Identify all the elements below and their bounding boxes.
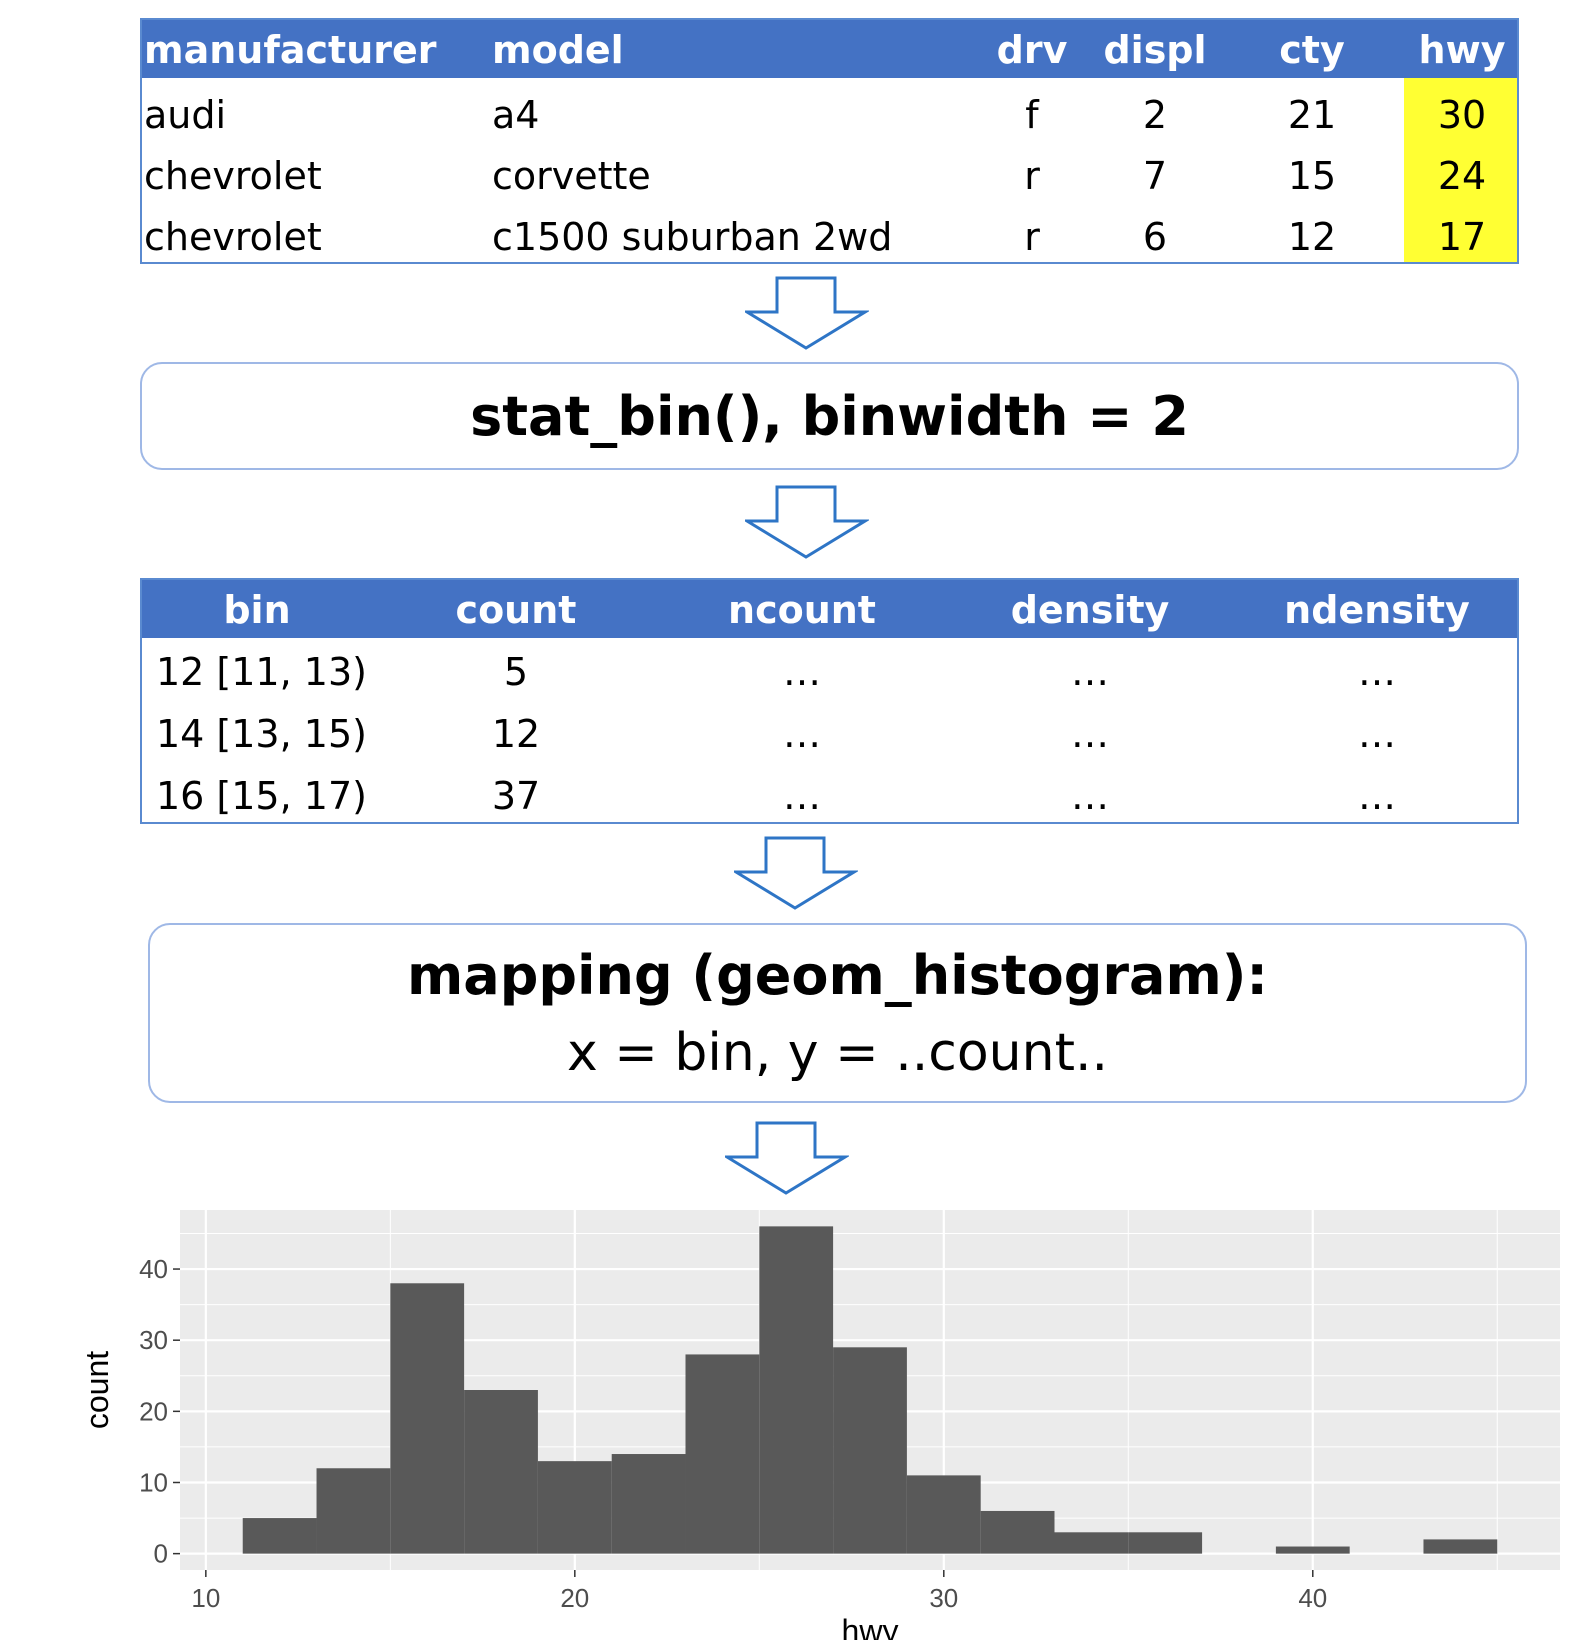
mapping-box: mapping (geom_histogram): x = bin, y = .… xyxy=(148,923,1527,1103)
table-cell: 7 xyxy=(1142,154,1168,198)
down-arrow-icon xyxy=(734,836,858,910)
table-cell: 12 [11, 13) xyxy=(156,650,367,694)
table-cell: … xyxy=(783,774,821,818)
table-cell: 6 xyxy=(1142,215,1168,259)
histogram-bar xyxy=(537,1461,612,1554)
histogram-bar xyxy=(980,1510,1055,1554)
mapping-title: mapping (geom_histogram): xyxy=(406,944,1269,1007)
y-tick-label: 0 xyxy=(154,1539,168,1569)
histogram-bar xyxy=(1275,1546,1350,1554)
table-cell: corvette xyxy=(492,154,651,198)
histogram-bar xyxy=(1128,1532,1203,1554)
table-cell: 14 [13, 15) xyxy=(156,712,367,756)
table-cell: 5 xyxy=(503,650,529,694)
source-data-table: manufacturer model drv displ cty hwy aud… xyxy=(140,18,1519,264)
table-cell: chevrolet xyxy=(144,154,322,198)
stat-bin-box: stat_bin(), binwidth = 2 xyxy=(140,362,1519,470)
histogram-bars xyxy=(242,1226,1498,1554)
header-bin: bin xyxy=(223,588,291,632)
histogram-bar xyxy=(390,1283,465,1554)
table-cell: 17 xyxy=(1437,215,1487,259)
header-count: count xyxy=(455,588,577,632)
y-tick-label: 40 xyxy=(139,1254,168,1284)
table-cell: … xyxy=(783,650,821,694)
down-arrow-icon xyxy=(745,276,869,350)
y-axis-label: count xyxy=(80,1351,115,1429)
table-cell: 30 xyxy=(1437,93,1487,137)
header-cty: cty xyxy=(1279,28,1345,72)
histogram-bar xyxy=(906,1475,981,1554)
table-cell: a4 xyxy=(492,93,540,137)
table-cell: audi xyxy=(144,93,227,137)
header-drv: drv xyxy=(996,28,1068,72)
table-cell: … xyxy=(1071,650,1109,694)
histogram-bar xyxy=(464,1390,538,1554)
table-cell: … xyxy=(1071,774,1109,818)
y-tick-label: 30 xyxy=(139,1325,168,1355)
table-cell: 2 xyxy=(1142,93,1168,137)
table-cell: … xyxy=(1358,650,1396,694)
table-cell: 24 xyxy=(1437,154,1487,198)
histogram-chart: 10 20 30 40 0 10 20 30 40 hwy count xyxy=(80,1210,1560,1640)
histogram-bar xyxy=(759,1226,834,1554)
table-cell: 16 [15, 17) xyxy=(156,774,367,818)
header-model: model xyxy=(492,28,624,72)
x-tick-label: 30 xyxy=(929,1583,958,1613)
table-cell: r xyxy=(1024,154,1040,198)
x-axis-label: hwy xyxy=(842,1613,899,1640)
histogram-bar xyxy=(1423,1539,1498,1554)
stat-table-header: bin count ncount density ndensity xyxy=(142,580,1517,638)
header-ncount: ncount xyxy=(728,588,876,632)
down-arrow-icon xyxy=(745,485,869,559)
table-cell: f xyxy=(1025,93,1039,137)
histogram-bar xyxy=(1054,1532,1129,1554)
x-tick-label: 20 xyxy=(560,1583,589,1613)
histogram-bar xyxy=(242,1518,317,1554)
histogram-bar xyxy=(611,1454,686,1554)
table-cell: 12 xyxy=(1287,215,1337,259)
histogram-bar xyxy=(316,1468,391,1554)
header-density: density xyxy=(1010,588,1170,632)
table-cell: r xyxy=(1024,215,1040,259)
table-cell: … xyxy=(783,712,821,756)
table-cell: c1500 suburban 2wd xyxy=(492,215,893,259)
table-cell: chevrolet xyxy=(144,215,322,259)
axes: 10 20 30 40 0 10 20 30 40 xyxy=(139,1254,1327,1613)
histogram-bar xyxy=(833,1347,907,1554)
stat-bin-title: stat_bin(), binwidth = 2 xyxy=(470,385,1189,448)
x-tick-label: 40 xyxy=(1298,1583,1327,1613)
header-hwy: hwy xyxy=(1418,28,1506,72)
table-cell: … xyxy=(1358,774,1396,818)
x-tick-label: 10 xyxy=(191,1583,220,1613)
header-ndensity: ndensity xyxy=(1284,588,1470,632)
y-tick-label: 20 xyxy=(139,1396,168,1426)
table-cell: 12 xyxy=(491,712,541,756)
table-cell: … xyxy=(1358,712,1396,756)
down-arrow-icon xyxy=(725,1121,849,1195)
histogram-bar xyxy=(685,1354,760,1554)
table-cell: 21 xyxy=(1287,93,1337,137)
header-manufacturer: manufacturer xyxy=(144,28,437,72)
mapping-subtitle: x = bin, y = ..count.. xyxy=(566,1023,1109,1083)
y-tick-label: 10 xyxy=(139,1467,168,1497)
table-cell: … xyxy=(1071,712,1109,756)
stat-output-table: bin count ncount density ndensity 12 [11… xyxy=(140,578,1519,824)
header-displ: displ xyxy=(1103,28,1207,72)
table-cell: 37 xyxy=(491,774,541,818)
hwy-column-highlight xyxy=(1404,78,1517,262)
source-table-header: manufacturer model drv displ cty hwy xyxy=(142,20,1517,78)
table-cell: 15 xyxy=(1287,154,1337,198)
